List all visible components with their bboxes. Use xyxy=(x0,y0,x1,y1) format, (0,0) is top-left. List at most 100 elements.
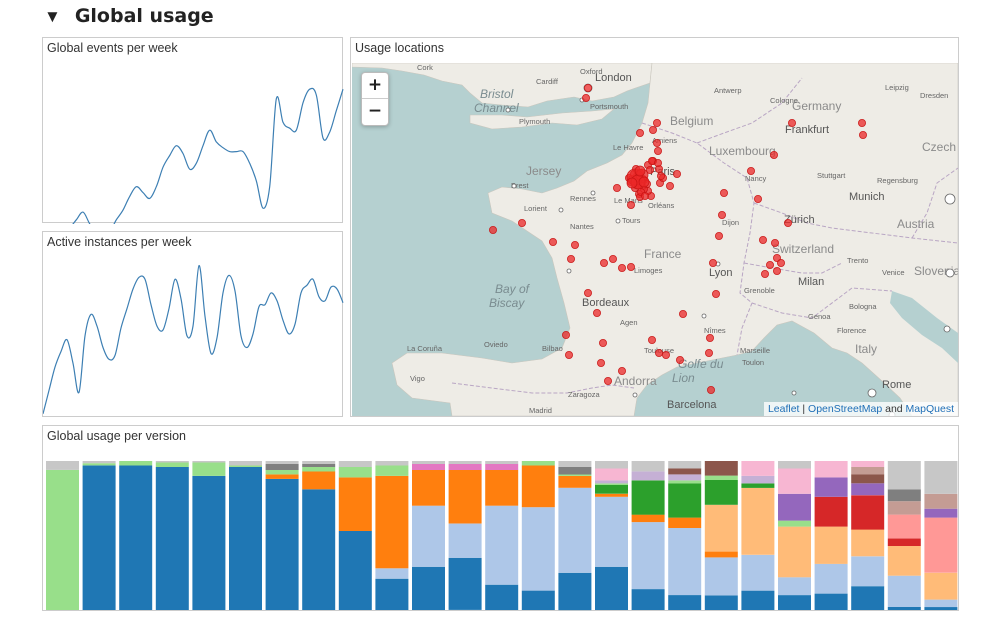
location-marker[interactable] xyxy=(640,191,649,200)
location-marker[interactable] xyxy=(765,260,774,269)
zoom-out-button[interactable]: − xyxy=(367,101,383,121)
location-marker[interactable] xyxy=(488,225,497,234)
location-marker[interactable] xyxy=(652,119,661,128)
leaflet-link[interactable]: Leaflet xyxy=(767,403,800,415)
bar-segment xyxy=(448,464,482,470)
location-marker[interactable] xyxy=(776,258,785,267)
location-marker[interactable] xyxy=(596,358,605,367)
location-marker[interactable] xyxy=(675,355,684,364)
events-line-chart xyxy=(72,87,344,224)
map[interactable]: London Bristol Channel Belgium Germany Jersey… xyxy=(352,63,958,416)
section-header[interactable]: ▼ Global usage xyxy=(44,2,214,30)
version-bar xyxy=(448,461,482,610)
location-marker[interactable] xyxy=(648,126,657,135)
map-label: France xyxy=(644,247,682,261)
bar-segment xyxy=(302,471,336,490)
location-marker[interactable] xyxy=(626,200,635,209)
bar-segment xyxy=(887,538,921,546)
location-marker[interactable] xyxy=(647,335,656,344)
location-marker[interactable] xyxy=(564,350,573,359)
location-marker[interactable] xyxy=(652,139,661,148)
zoom-in-button[interactable]: + xyxy=(362,73,388,99)
zoom-control[interactable]: + − xyxy=(361,72,389,126)
location-marker[interactable] xyxy=(570,240,579,249)
land-cornwall xyxy=(469,108,615,130)
location-marker[interactable] xyxy=(598,338,607,347)
location-marker[interactable] xyxy=(638,176,650,188)
location-marker[interactable] xyxy=(717,210,726,219)
location-marker[interactable] xyxy=(654,348,663,357)
mapquest-link[interactable]: MapQuest xyxy=(905,403,954,415)
map-label: Lorient xyxy=(524,204,548,213)
map-label: Cologne xyxy=(770,96,798,105)
location-marker[interactable] xyxy=(858,131,867,140)
location-marker[interactable] xyxy=(653,147,662,156)
location-marker[interactable] xyxy=(634,165,646,177)
location-marker[interactable] xyxy=(857,119,866,128)
location-marker[interactable] xyxy=(583,83,592,92)
location-marker[interactable] xyxy=(608,254,617,263)
bar-segment xyxy=(338,477,372,531)
location-marker[interactable] xyxy=(626,177,638,189)
location-marker[interactable] xyxy=(583,288,592,297)
map-label: Le Mans xyxy=(614,196,643,205)
version-bar xyxy=(82,461,116,610)
location-marker[interactable] xyxy=(746,167,755,176)
location-marker[interactable] xyxy=(653,159,662,168)
bar-segment xyxy=(887,514,921,539)
location-marker[interactable] xyxy=(548,237,557,246)
bar-segment xyxy=(448,461,482,464)
location-marker[interactable] xyxy=(561,330,570,339)
bar-segment xyxy=(741,487,775,555)
location-marker[interactable] xyxy=(714,231,723,240)
location-marker[interactable] xyxy=(760,269,769,278)
location-marker[interactable] xyxy=(517,218,526,227)
location-marker[interactable] xyxy=(787,119,796,128)
bar-segment xyxy=(229,461,262,466)
map-attribution: Leaflet | OpenStreetMap and MapQuest xyxy=(763,402,958,416)
location-marker[interactable] xyxy=(708,258,717,267)
location-marker[interactable] xyxy=(626,262,635,271)
location-marker[interactable] xyxy=(566,254,575,263)
location-marker[interactable] xyxy=(656,172,665,181)
location-marker[interactable] xyxy=(581,93,590,102)
bar-segment xyxy=(741,483,775,488)
location-marker[interactable] xyxy=(672,170,681,179)
location-marker[interactable] xyxy=(706,385,715,394)
location-marker[interactable] xyxy=(612,184,621,193)
location-marker[interactable] xyxy=(645,166,654,175)
location-marker[interactable] xyxy=(711,289,720,298)
location-marker[interactable] xyxy=(783,218,792,227)
location-marker[interactable] xyxy=(603,376,612,385)
collapse-triangle-icon[interactable]: ▼ xyxy=(44,6,61,26)
bar-segment xyxy=(631,471,665,481)
bar-segment xyxy=(155,467,189,610)
location-marker[interactable] xyxy=(770,238,779,247)
location-marker[interactable] xyxy=(635,129,644,138)
location-marker[interactable] xyxy=(704,348,713,357)
series-line xyxy=(72,87,344,224)
location-marker[interactable] xyxy=(705,333,714,342)
location-marker[interactable] xyxy=(661,350,670,359)
location-marker[interactable] xyxy=(592,308,601,317)
location-marker[interactable] xyxy=(599,258,608,267)
bar-segment xyxy=(448,469,482,524)
location-marker[interactable] xyxy=(665,182,674,191)
bar-segment xyxy=(265,474,299,479)
osm-link[interactable]: OpenStreetMap xyxy=(808,403,883,415)
series-line xyxy=(43,264,344,414)
location-marker[interactable] xyxy=(753,194,762,203)
location-marker[interactable] xyxy=(617,366,626,375)
bar-segment xyxy=(814,593,848,610)
bar-segment xyxy=(778,595,811,610)
location-marker[interactable] xyxy=(678,309,687,318)
section-title: Global usage xyxy=(74,5,214,27)
bar-segment xyxy=(851,467,885,475)
location-marker[interactable] xyxy=(769,151,778,160)
location-marker[interactable] xyxy=(719,189,728,198)
bar-segment xyxy=(192,461,226,463)
location-marker[interactable] xyxy=(617,263,626,272)
map-tiles[interactable]: London Bristol Channel Belgium Germany Jersey… xyxy=(352,63,958,416)
location-marker[interactable] xyxy=(758,235,767,244)
location-marker[interactable] xyxy=(772,266,781,275)
